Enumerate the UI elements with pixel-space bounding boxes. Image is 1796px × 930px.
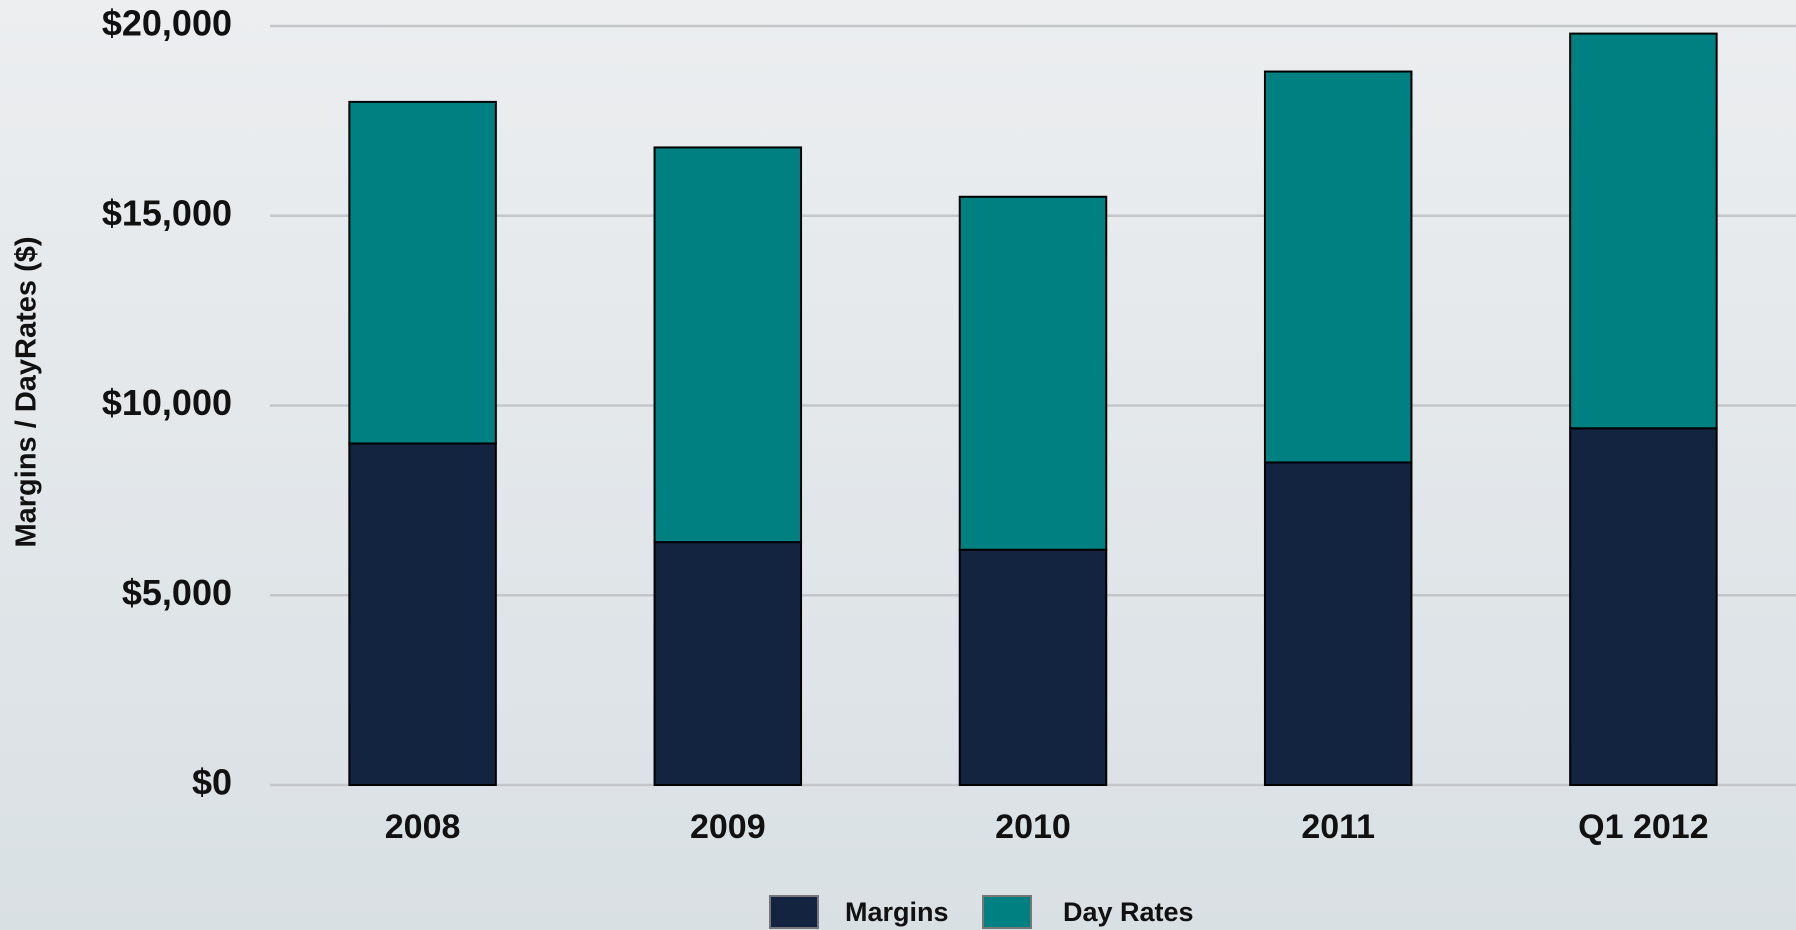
y-axis-label: Margins / DayRates ($): [11, 236, 43, 547]
x-tick-label: 2010: [995, 808, 1071, 846]
x-tick-label: 2009: [690, 808, 766, 846]
bar-segment: [348, 442, 497, 786]
y-tick-label: $5,000: [122, 572, 232, 613]
y-tick-label: $20,000: [102, 3, 232, 44]
bar-segment: [958, 195, 1108, 551]
legend-label: Day Rates: [1063, 897, 1194, 927]
bar-segment: [653, 146, 803, 544]
legend-swatch: [982, 895, 1032, 929]
bar-segment: [958, 548, 1108, 787]
x-tick-label: 2011: [1301, 808, 1375, 846]
bar-segment: [1569, 427, 1718, 786]
legend-label: Margins: [845, 897, 949, 927]
bar-segment: [653, 541, 803, 786]
y-tick-label: $0: [192, 762, 232, 803]
y-tick-label: $10,000: [102, 382, 232, 423]
bar-segment: [1263, 461, 1413, 786]
y-tick-label: $15,000: [102, 192, 232, 233]
x-tick-label: Q1 2012: [1578, 808, 1708, 846]
bar-segment: [1569, 32, 1718, 430]
bar-segment: [348, 100, 497, 445]
legend-swatch: [769, 895, 819, 929]
x-tick-label: 2008: [385, 808, 461, 846]
bar-segment: [1263, 70, 1413, 464]
